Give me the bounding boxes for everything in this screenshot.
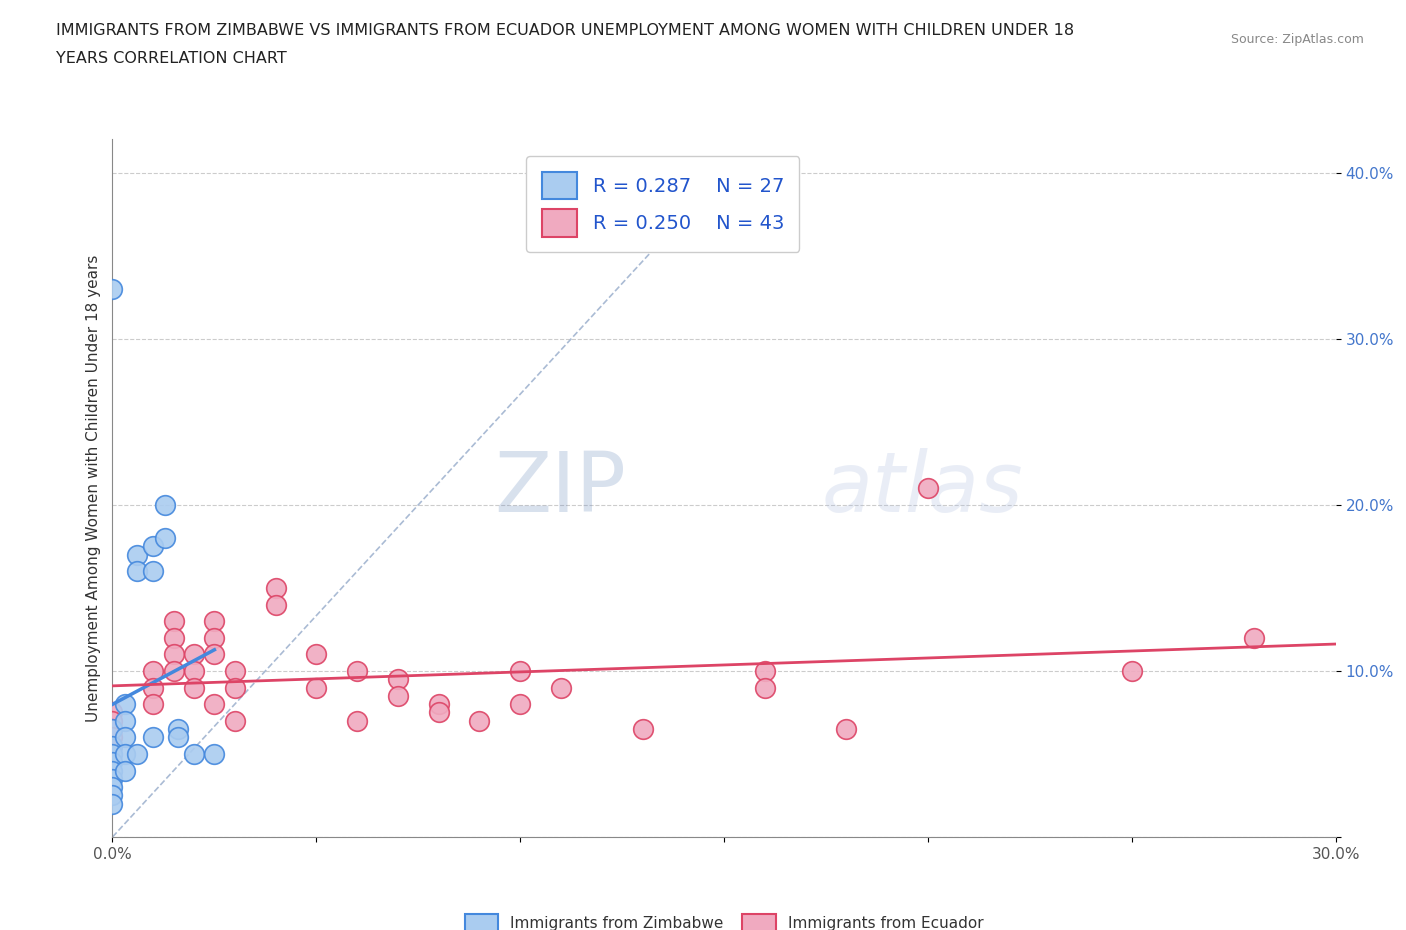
Point [101,722,124,737]
Point [101,738,124,753]
Point [155,531,177,546]
Point [468,713,491,728]
Point [125,547,148,562]
Point [346,663,368,678]
Point [550,680,572,695]
Point [631,722,654,737]
Legend: Immigrants from Zimbabwe, Immigrants from Ecuador: Immigrants from Zimbabwe, Immigrants fro… [458,908,990,930]
Point [101,796,124,811]
Point [114,713,136,728]
Point [917,481,939,496]
Point [183,747,205,762]
Text: ZIP: ZIP [495,447,626,529]
Point [224,663,246,678]
Point [204,614,226,629]
Point [387,671,409,686]
Point [101,747,124,762]
Point [101,705,124,720]
Point [204,631,226,645]
Point [754,680,776,695]
Point [101,764,124,778]
Point [142,730,165,745]
Point [224,680,246,695]
Point [387,688,409,703]
Point [183,647,205,662]
Text: atlas: atlas [823,447,1024,529]
Point [155,498,177,512]
Point [163,647,186,662]
Point [264,580,287,595]
Point [163,614,186,629]
Point [163,663,186,678]
Point [163,631,186,645]
Point [204,747,226,762]
Point [305,680,328,695]
Text: YEARS CORRELATION CHART: YEARS CORRELATION CHART [56,51,287,66]
Point [101,788,124,803]
Point [835,722,858,737]
Point [204,697,226,711]
Point [1121,663,1143,678]
Point [166,730,188,745]
Point [224,713,246,728]
Point [142,663,165,678]
Text: Source: ZipAtlas.com: Source: ZipAtlas.com [1230,33,1364,46]
Point [183,663,205,678]
Point [204,647,226,662]
Point [142,539,165,554]
Text: IMMIGRANTS FROM ZIMBABWE VS IMMIGRANTS FROM ECUADOR UNEMPLOYMENT AMONG WOMEN WIT: IMMIGRANTS FROM ZIMBABWE VS IMMIGRANTS F… [56,23,1074,38]
Point [427,705,450,720]
Point [427,697,450,711]
Point [264,597,287,612]
Point [101,730,124,745]
Point [1243,631,1265,645]
Point [101,779,124,794]
Point [142,680,165,695]
Y-axis label: Unemployment Among Women with Children Under 18 years: Unemployment Among Women with Children U… [86,255,101,722]
Point [305,647,328,662]
Point [754,663,776,678]
Point [101,772,124,787]
Point [101,282,124,297]
Point [114,764,136,778]
Point [101,755,124,770]
Point [125,747,148,762]
Point [509,697,531,711]
Point [142,697,165,711]
Point [183,680,205,695]
Point [346,713,368,728]
Point [166,722,188,737]
Point [114,747,136,762]
Point [101,722,124,737]
Point [101,713,124,728]
Point [114,730,136,745]
Point [509,663,531,678]
Point [142,564,165,578]
Point [101,738,124,753]
Point [125,564,148,578]
Point [114,697,136,711]
